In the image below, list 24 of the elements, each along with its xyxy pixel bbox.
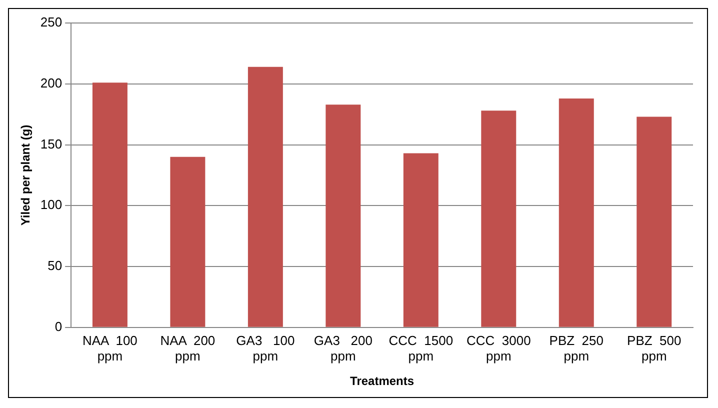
y-tick-label: 0 — [54, 318, 62, 334]
bar — [92, 82, 128, 327]
bar — [170, 156, 206, 327]
bar — [248, 66, 283, 327]
x-tick-label: PBZ 500 ppm — [627, 332, 682, 364]
y-tick-label: 250 — [40, 14, 62, 30]
y-axis-title: Yiled per plant (g) — [18, 124, 33, 226]
y-tick-label: 200 — [40, 75, 62, 90]
x-tick-label: NAA 200 ppm — [160, 332, 216, 364]
y-tick-label: 50 — [48, 258, 62, 274]
x-tick-label: CCC 1500 ppm — [388, 332, 454, 364]
x-axis-title: Treatments — [350, 374, 414, 388]
bar — [403, 153, 438, 327]
x-tick-label: CCC 3000 ppm — [466, 332, 531, 364]
bar — [558, 98, 594, 327]
y-tick-label: 100 — [40, 197, 62, 212]
x-tick-label: GA3 200 ppm — [314, 332, 372, 364]
x-tick-label: PBZ 250 ppm — [549, 332, 604, 364]
bar — [636, 116, 672, 327]
x-tick-label: GA3 100 ppm — [236, 332, 295, 364]
y-tick-label: 150 — [40, 136, 62, 152]
bar — [326, 104, 361, 327]
x-tick-label: NAA 100 ppm — [82, 332, 138, 364]
bar — [481, 110, 516, 327]
